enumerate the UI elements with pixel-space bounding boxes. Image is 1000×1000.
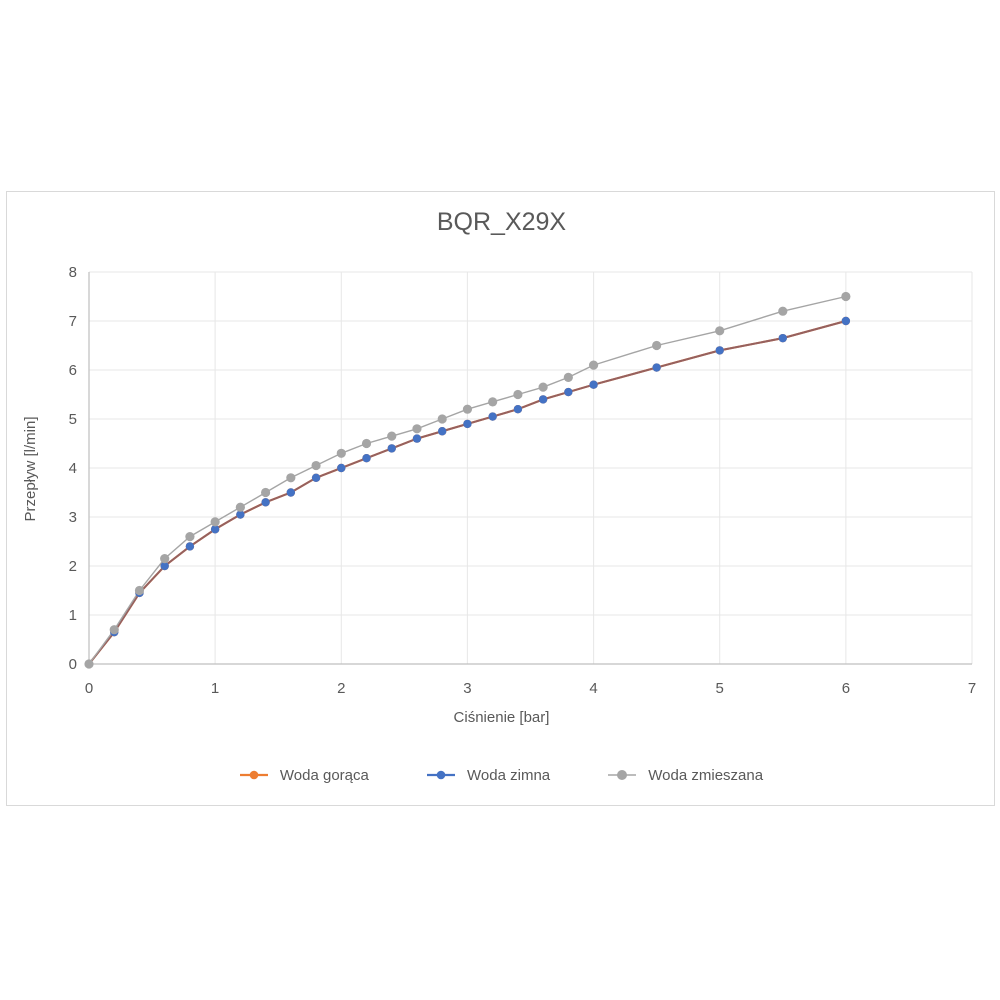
svg-text:4: 4 — [589, 680, 597, 697]
svg-text:0: 0 — [69, 656, 77, 673]
svg-text:6: 6 — [842, 680, 850, 697]
svg-text:5: 5 — [69, 411, 77, 428]
svg-text:2: 2 — [69, 558, 77, 575]
svg-text:0: 0 — [85, 680, 93, 697]
svg-text:6: 6 — [69, 362, 77, 379]
svg-text:1: 1 — [69, 607, 77, 624]
svg-text:5: 5 — [716, 680, 724, 697]
svg-text:3: 3 — [463, 680, 471, 697]
svg-text:8: 8 — [69, 264, 77, 281]
svg-text:7: 7 — [968, 680, 976, 697]
svg-text:1: 1 — [211, 680, 219, 697]
svg-text:3: 3 — [69, 509, 77, 526]
svg-text:7: 7 — [69, 313, 77, 330]
svg-text:2: 2 — [337, 680, 345, 697]
